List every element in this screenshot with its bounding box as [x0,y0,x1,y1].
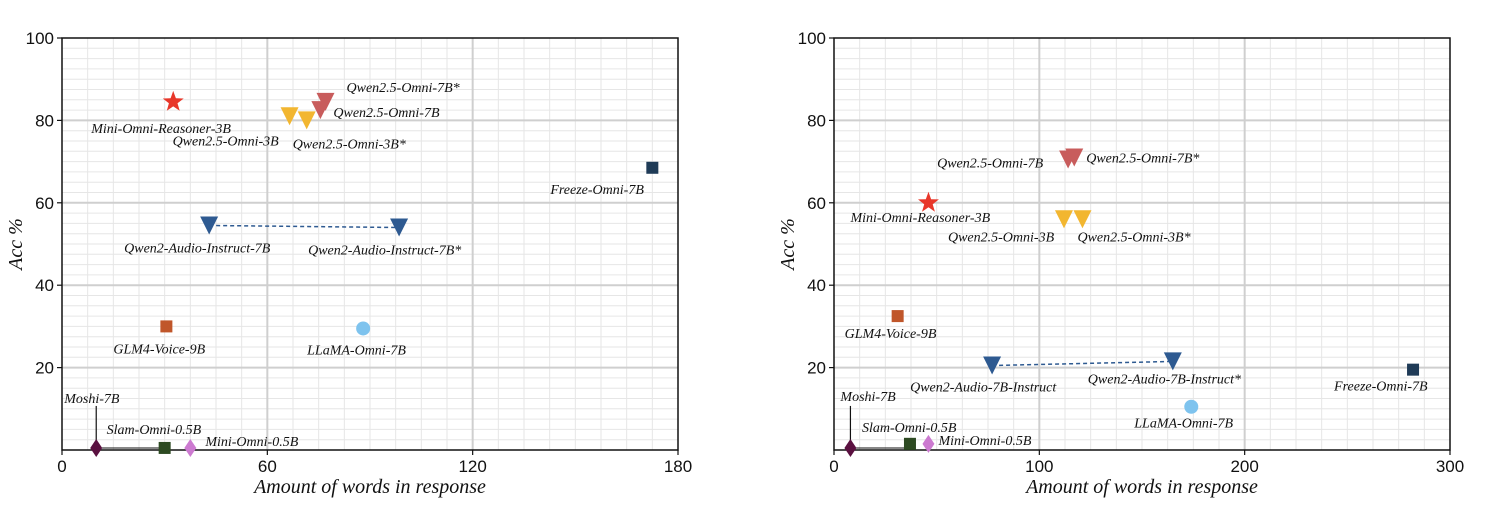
point-qwen2-5-omni-7b [316,92,335,111]
x-tick-label: 0 [57,457,66,476]
chart-panel-2: 20 40 60 80 100 0 100 200 300 Amount of words in … [777,29,1464,498]
plot-frame [833,37,1451,451]
y-axis-label: Acc % [5,218,27,272]
y-tick-label: 20 [35,359,54,378]
y-tick-label: 100 [798,29,826,48]
point-moshi-7b [844,438,857,457]
point-label-mini-omni-reasoner-3b: Mini-Omni-Reasoner-3B [849,211,990,226]
point-label-qwen2-5-omni-3b: Qwen2.5-Omni-3B* [1077,230,1190,245]
point-label-mini-omni-reasoner-3b: Mini-Omni-Reasoner-3B [90,122,231,137]
point-label-qwen2-5-omni-3b: Qwen2.5-Omni-3B [173,134,280,149]
y-tick-label: 100 [26,29,54,48]
connector-line [209,224,400,229]
point-llama-omni-7b [356,321,371,336]
point-label-qwen2-5-omni-7b: Qwen2.5-Omni-7B* [347,81,460,96]
point-freeze-omni-7b [1407,363,1420,376]
point-label-qwen2-5-omni-3b: Qwen2.5-Omni-3B* [293,137,406,152]
point-qwen2-5-omni-3b [1073,210,1092,229]
point-label-freeze-omni-7b: Freeze-Omni-7B [1333,380,1428,395]
point-label-glm4-voice-9b: GLM4-Voice-9B [113,342,205,357]
x-axis-label: Amount of words in response [1024,476,1258,498]
point-label-qwen2-audio-7b-instruct: Qwen2-Audio-7B-Instruct [910,381,1057,396]
y-tick-label: 60 [35,194,54,213]
point-label-qwen2-audio-instruct-7b: Qwen2-Audio-Instruct-7B* [308,244,461,259]
grid [834,38,1450,450]
y-axis-label: Acc % [777,218,799,272]
point-qwen2-5-omni-3b [297,111,316,130]
y-tick-label: 80 [807,111,826,130]
point-qwen2-5-omni-3b [280,107,299,126]
x-tick-label: 0 [829,457,838,476]
point-label-slam-omni-0-5b: Slam-Omni-0.5B [862,421,957,436]
connector-line [992,360,1173,367]
point-label-llama-omni-7b: LLaMA-Omni-7B [1133,417,1233,432]
y-tick-label: 80 [35,111,54,130]
x-tick-label: 60 [258,457,277,476]
point-qwen2-5-omni-7b [1065,148,1084,167]
point-label-glm4-voice-9b: GLM4-Voice-9B [845,327,937,342]
point-label-qwen2-audio-instruct-7b: Qwen2-Audio-Instruct-7B [124,241,271,256]
point-slam-omni-0-5b [903,437,916,450]
y-tick-label: 60 [807,194,826,213]
point-label-mini-omni-0-5b: Mini-Omni-0.5B [204,435,298,450]
point-label-moshi-7b: Moshi-7B [63,392,120,407]
point-label-mini-omni-0-5b: Mini-Omni-0.5B [937,434,1031,449]
x-tick-label: 300 [1436,457,1464,476]
point-qwen2-audio-7b-instruct [983,356,1002,375]
point-mini-omni-reasoner-3b [162,90,184,111]
point-mini-omni-reasoner-3b [918,191,939,212]
point-label-slam-omni-0-5b: Slam-Omni-0.5B [107,423,202,438]
point-label-qwen2-audio-7b-instruct: Qwen2-Audio-7B-Instruct* [1088,372,1241,387]
point-label-qwen2-5-omni-7b: Qwen2.5-Omni-7B [937,157,1044,172]
plot-frame [61,37,679,451]
chart-panel-1: 20 40 60 80 100 0 60 120 180 Amount of words in r… [5,29,692,498]
grid [62,38,678,450]
point-slam-omni-0-5b [158,441,171,454]
point-glm4-voice-9b [891,310,904,323]
point-freeze-omni-7b [646,161,659,174]
point-qwen2-audio-instruct-7b [200,216,219,235]
point-moshi-7b [90,438,103,457]
y-tick-label: 20 [807,359,826,378]
point-label-moshi-7b: Moshi-7B [839,390,896,405]
point-mini-omni-0-5b [184,438,197,457]
x-axis-label: Amount of words in response [252,476,486,498]
point-mini-omni-0-5b [922,434,935,453]
y-tick-label: 40 [35,276,54,295]
x-tick-label: 200 [1230,457,1258,476]
point-label-qwen2-5-omni-3b: Qwen2.5-Omni-3B [948,230,1055,245]
point-qwen2-audio-instruct-7b [390,218,409,237]
x-tick-label: 180 [664,457,692,476]
point-label-qwen2-5-omni-7b: Qwen2.5-Omni-7B [333,106,440,121]
point-label-freeze-omni-7b: Freeze-Omni-7B [549,183,644,198]
point-qwen2-audio-7b-instruct [1163,352,1182,371]
x-tick-label: 120 [458,457,486,476]
point-label-qwen2-5-omni-7b: Qwen2.5-Omni-7B* [1086,151,1199,166]
point-label-llama-omni-7b: LLaMA-Omni-7B [306,343,406,358]
y-tick-label: 40 [807,276,826,295]
point-qwen2-5-omni-3b [1054,210,1073,229]
point-llama-omni-7b [1184,399,1199,414]
point-glm4-voice-9b [160,320,173,333]
x-tick-label: 100 [1025,457,1053,476]
